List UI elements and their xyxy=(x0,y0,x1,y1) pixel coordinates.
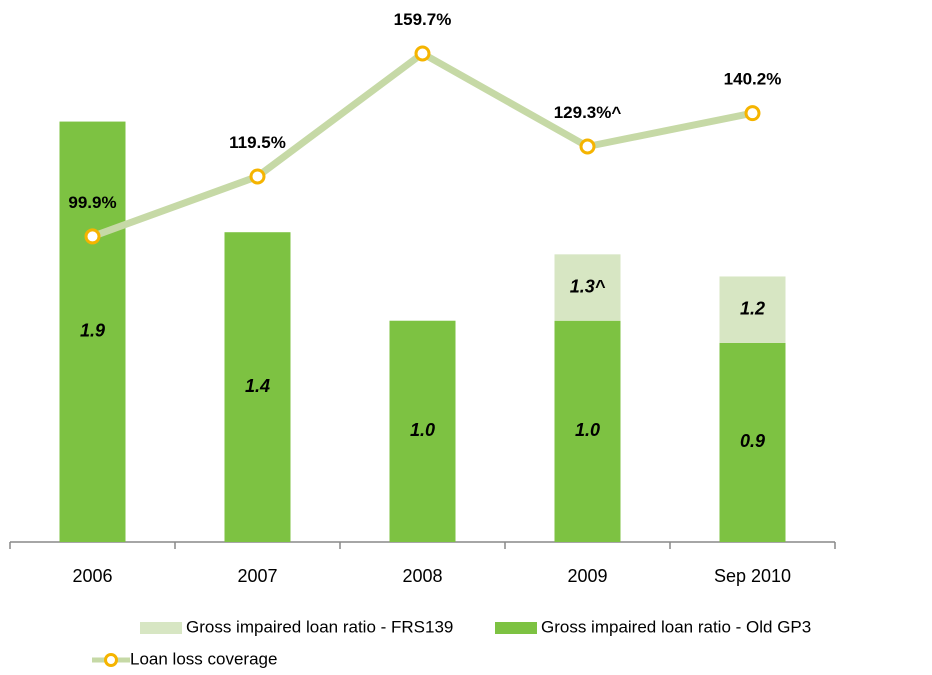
bar xyxy=(554,254,621,321)
x-axis-ticks xyxy=(9,542,836,549)
bar-label: 1.0 xyxy=(575,420,600,440)
legend-label: Loan loss coverage xyxy=(130,649,277,668)
line-label: 119.5% xyxy=(229,133,286,152)
total-label: 1.3^ xyxy=(570,276,606,296)
x-tick-label: 2007 xyxy=(237,566,277,586)
x-tick-label: 2008 xyxy=(402,566,442,586)
marker xyxy=(579,138,596,155)
bar xyxy=(554,320,621,542)
legend-label: Gross impaired loan ratio - Old GP3 xyxy=(541,617,811,636)
bar-label: 0.9 xyxy=(740,431,765,451)
bar xyxy=(59,121,126,543)
bar xyxy=(389,320,456,542)
marker xyxy=(84,228,101,245)
x-tick-label: 2009 xyxy=(567,566,607,586)
x-tick-label: Sep 2010 xyxy=(714,566,791,586)
legend-swatch xyxy=(140,622,182,634)
line-label: 99.9% xyxy=(68,193,116,212)
marker xyxy=(414,45,431,62)
marker xyxy=(744,105,761,122)
line-label: 140.2% xyxy=(724,70,782,89)
line-label: 129.3%^ xyxy=(554,103,622,122)
bar xyxy=(224,232,291,542)
legend-swatch xyxy=(495,622,537,634)
bar xyxy=(719,342,786,542)
marker xyxy=(249,168,266,185)
legend-marker xyxy=(104,653,118,667)
bar-label: 1.0 xyxy=(410,420,435,440)
line xyxy=(91,49,754,240)
x-tick-label: 2006 xyxy=(72,566,112,586)
total-label: 1.2 xyxy=(740,298,765,318)
legend-label: Gross impaired loan ratio - FRS139 xyxy=(186,617,453,636)
bar xyxy=(719,276,786,343)
line-label: 159.7% xyxy=(394,10,452,29)
bar-label: 1.4 xyxy=(245,376,270,396)
bar-label: 1.9 xyxy=(80,321,105,341)
